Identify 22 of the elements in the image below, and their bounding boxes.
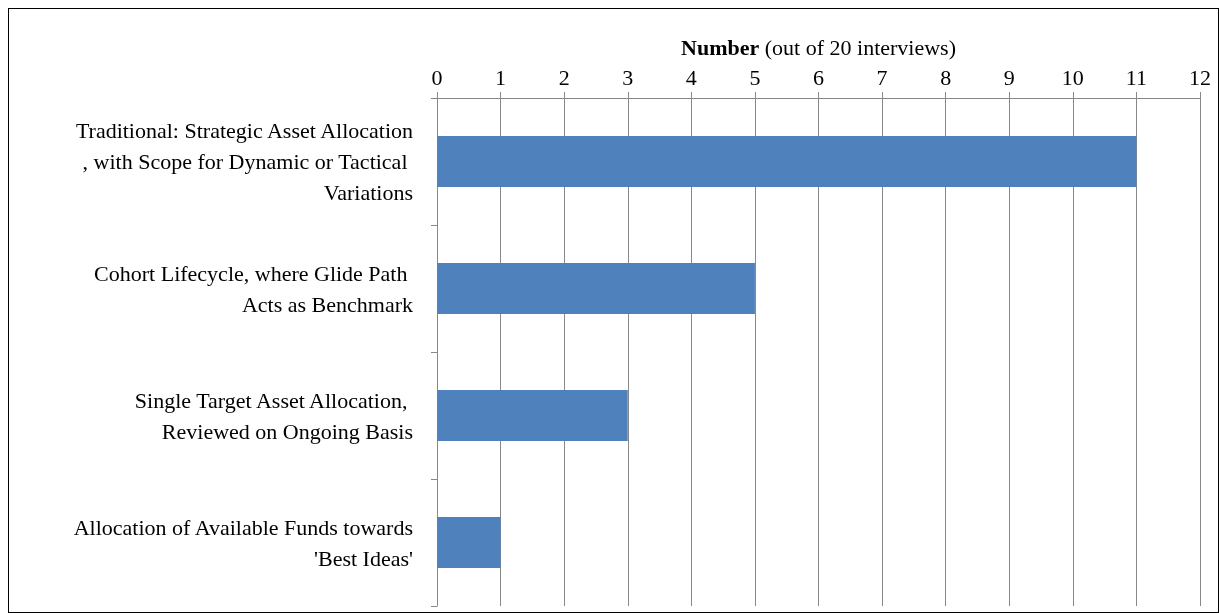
- y-tick-label: Traditional: Strategic Asset Allocation, with Scope for Dynamic or Tactical Variations: [75, 118, 413, 205]
- bar: [437, 263, 755, 314]
- x-tick-label: 3: [622, 64, 634, 90]
- x-tick-label: 7: [876, 64, 888, 90]
- x-tick-label: 4: [685, 64, 697, 90]
- x-tick-label: 11: [1125, 64, 1148, 90]
- y-tick-label: Single Target Asset Allocation, Reviewed on Ongoing Basis: [134, 387, 413, 444]
- x-tick-label: 12: [1189, 64, 1211, 90]
- x-tick-label: 6: [813, 64, 824, 90]
- x-axis-title: Number (out of 20 interviews): [681, 34, 956, 60]
- x-tick-label: 8: [940, 64, 952, 90]
- bar: [437, 390, 628, 441]
- x-tick-label: 10: [1061, 64, 1084, 90]
- y-tick-label: Allocation of Available Funds towards 'Best Ideas': [73, 514, 414, 571]
- bar: [437, 136, 1137, 187]
- x-tick-label: 0: [431, 64, 443, 90]
- bar: [437, 517, 501, 568]
- x-tick-label: 5: [749, 64, 761, 90]
- y-tick-label: Cohort Lifecycle, where Glide Path Acts as Benchmark: [94, 260, 413, 317]
- x-tick-label: 9: [1003, 64, 1015, 90]
- x-tick-label: 2: [558, 64, 570, 90]
- x-tick-label: 1: [495, 64, 507, 90]
